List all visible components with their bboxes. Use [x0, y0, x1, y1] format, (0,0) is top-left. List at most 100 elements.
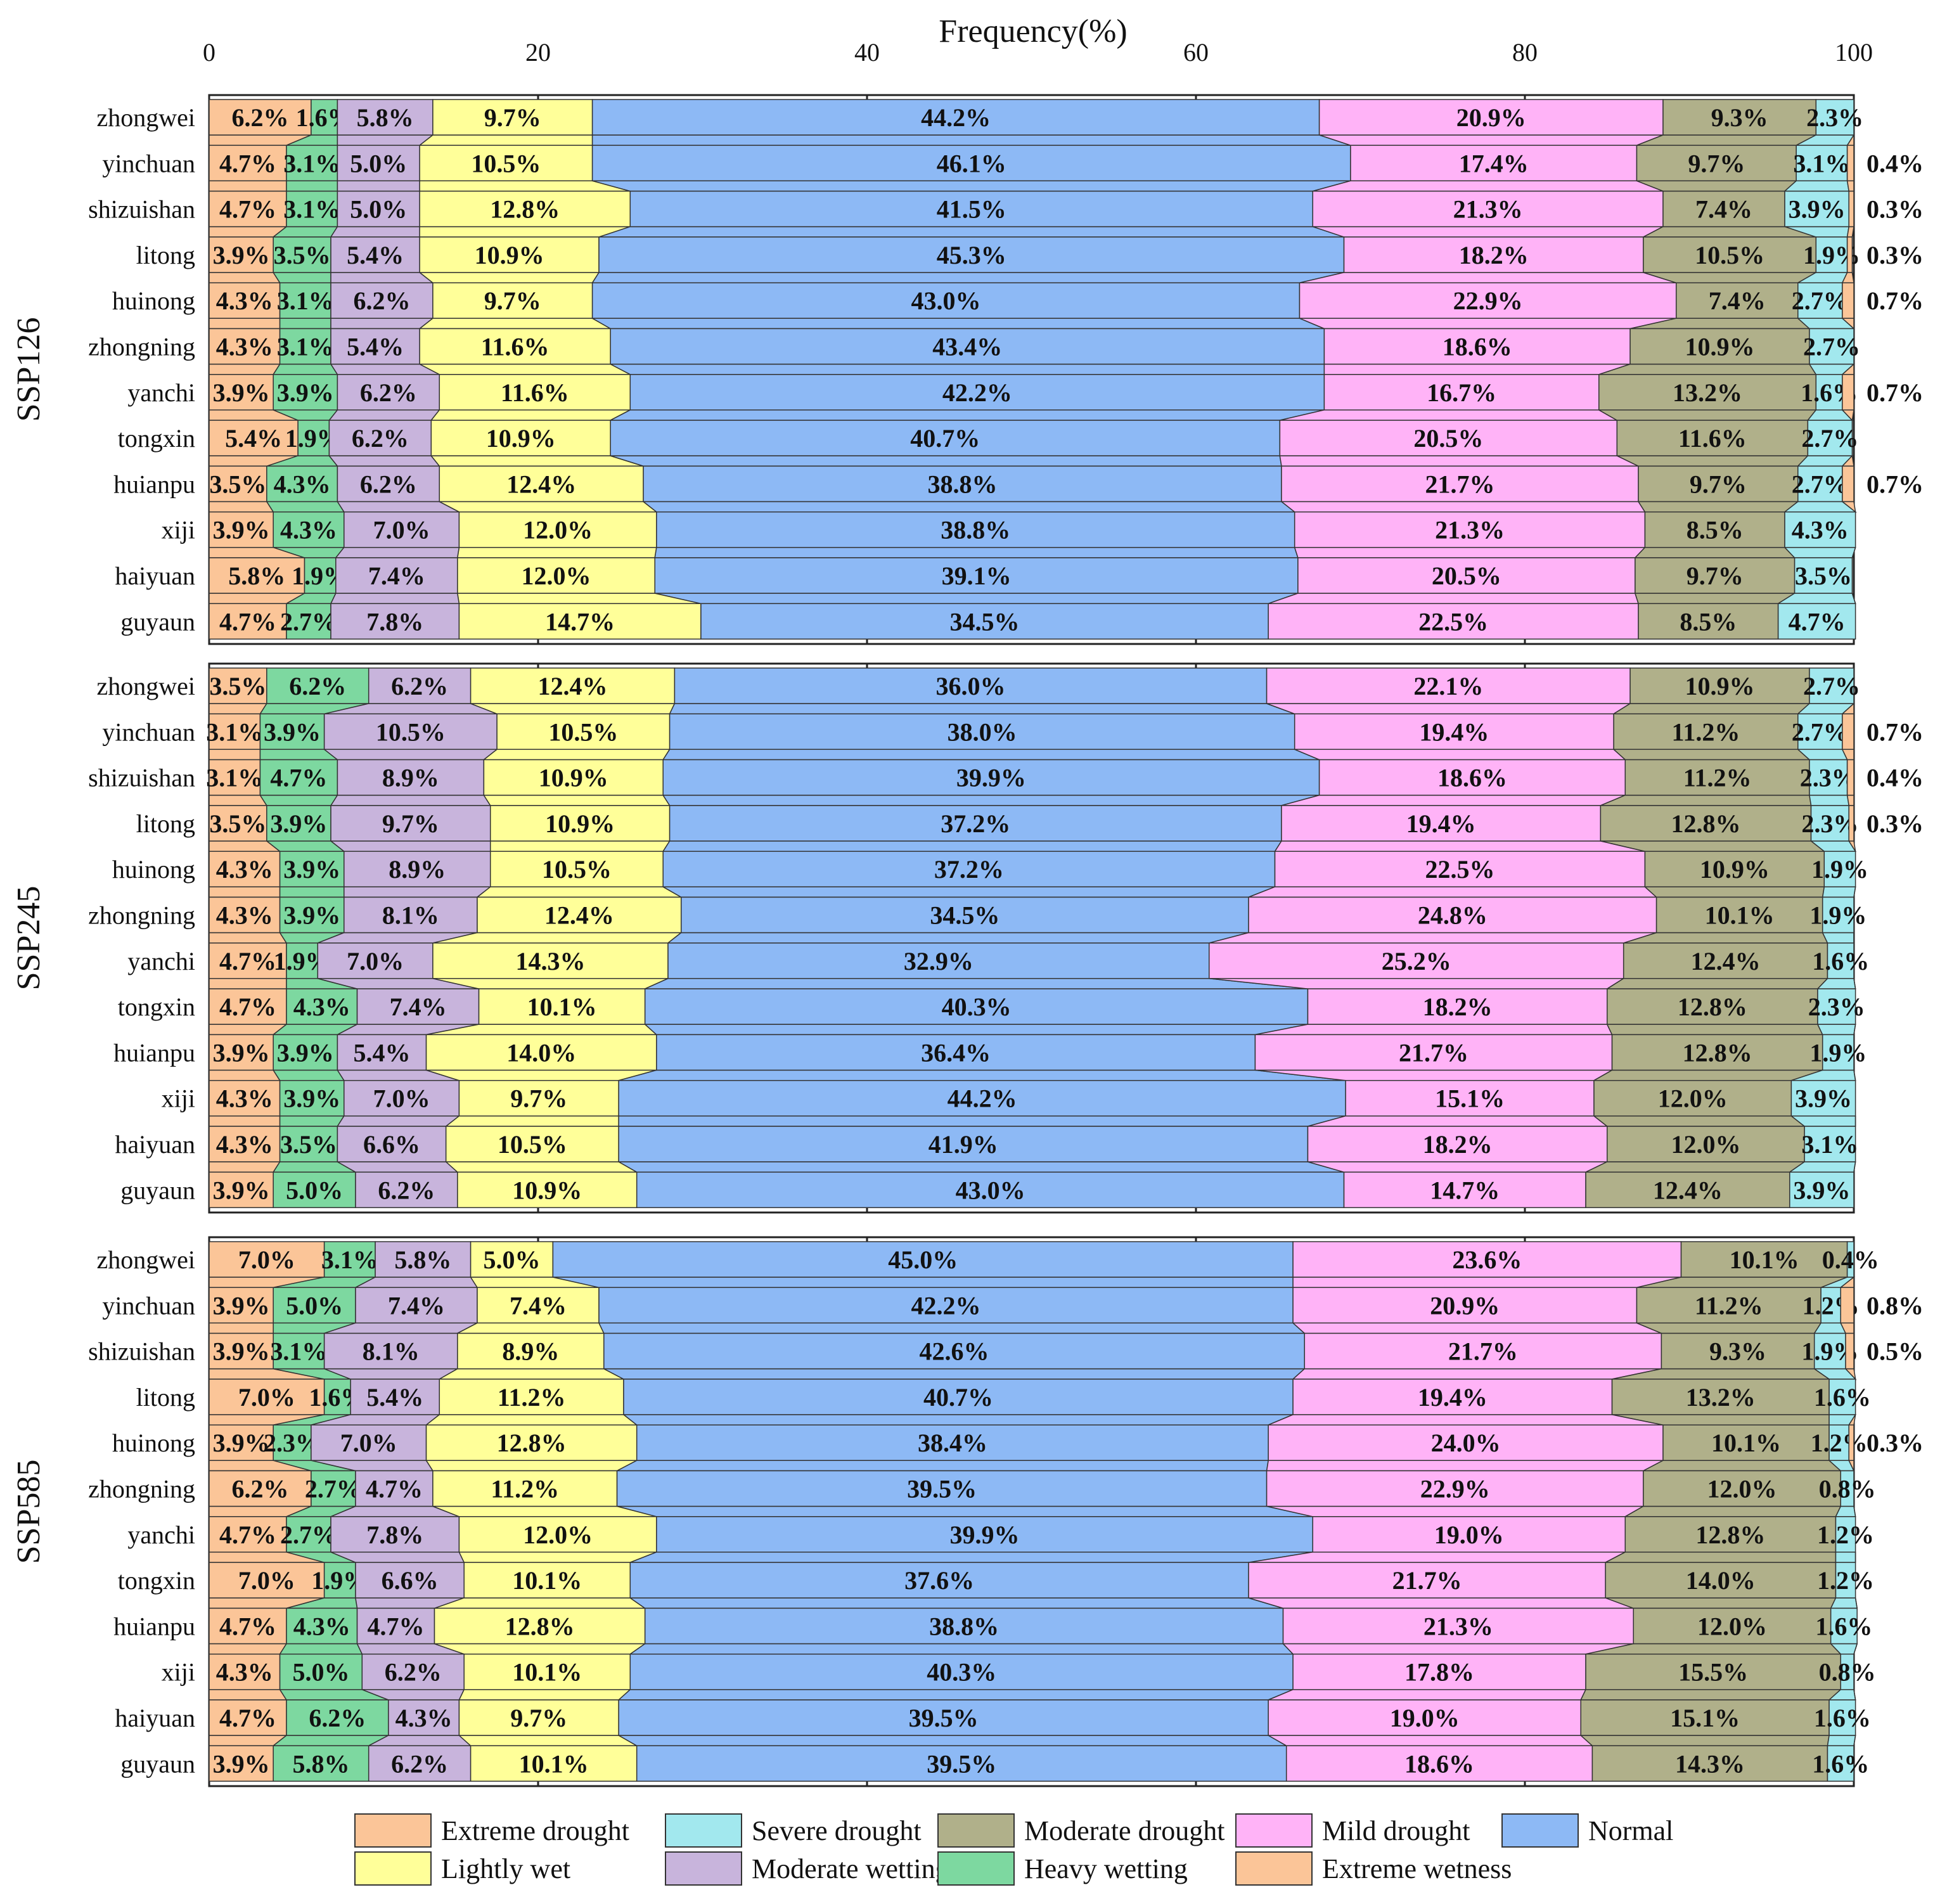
data-label: 25.2% [1382, 947, 1451, 975]
data-label: 10.1% [519, 1749, 589, 1778]
connector-heavy-wetting [266, 501, 345, 513]
data-label: 11.2% [1683, 764, 1752, 792]
connector-severe-drought [1835, 1552, 1856, 1563]
bar-segment-extreme-drought [1840, 1287, 1854, 1324]
connector-moderate-drought [1606, 1024, 1823, 1036]
connector-extreme-wetness [209, 501, 274, 513]
data-label: 17.4% [1459, 149, 1529, 177]
data-label: 2.7% [305, 1475, 362, 1503]
data-label: 6.2% [378, 1176, 435, 1204]
connector-mild-drought [1282, 1643, 1634, 1655]
bar-segment-heavy-wetting [286, 988, 358, 1025]
connector-normal [628, 1597, 1283, 1609]
bar-segment-extreme-wetness [209, 1241, 325, 1278]
data-label: 10.5% [542, 855, 612, 884]
data-label: 36.0% [935, 672, 1005, 700]
bar-segment-severe-drought [1813, 1332, 1846, 1370]
connector-moderate-drought [1600, 794, 1812, 806]
connector-normal [610, 409, 1325, 421]
bar-segment-moderate-drought [1593, 1079, 1792, 1117]
category-label: yanchi [127, 378, 195, 407]
connector-moderate-wetting [330, 1552, 465, 1563]
bar-segment-moderate-wetting [337, 759, 485, 796]
data-label: 5.8% [292, 1749, 349, 1778]
legend-item: Severe drought [665, 1813, 922, 1848]
bar-segment-mild-drought [1318, 759, 1626, 796]
bar-row-litong: litong 7.0% 1.6% 5.4% 11.2% 40.7% 19.4% 13.2% 1.… [136, 1379, 1871, 1415]
bar-segment-severe-drought [1815, 236, 1848, 273]
bar-segment-severe-drought [1809, 328, 1854, 365]
data-label: 10.9% [1685, 333, 1755, 361]
bar-segment-extreme-wetness [209, 190, 287, 228]
bar-segment-mild-drought [1281, 465, 1639, 503]
connector-moderate-drought [1616, 455, 1809, 467]
data-label: 20.5% [1432, 562, 1501, 590]
data-label: 6.2% [391, 1749, 448, 1778]
bar-segment-heavy-wetting [273, 1424, 312, 1461]
bar-segment-mild-drought [1281, 805, 1602, 842]
category-label: litong [136, 241, 195, 269]
bar-row-shizuishan: shizuishan 3.9% 3.1% 8.1% 8.9% 42.6% 21.7% 9.3%… [88, 1332, 1924, 1370]
connector-normal [553, 1277, 1294, 1289]
bar-segment-moderate-wetting [344, 851, 491, 887]
bar-segment-extreme-drought [1842, 374, 1854, 411]
bar-segment-mild-drought [1297, 557, 1636, 594]
connector-extreme-wetness [209, 794, 268, 806]
data-label: 9.3% [1711, 103, 1768, 132]
connector-moderate-drought [1643, 886, 1825, 898]
bar-segment-severe-drought [1796, 145, 1848, 182]
connector-mild-drought [1292, 1277, 1681, 1289]
connector-mild-drought [1248, 1597, 1634, 1609]
data-label: 16.7% [1427, 378, 1496, 407]
bar-segment-moderate-drought [1636, 1287, 1822, 1324]
data-label: 21.7% [1392, 1566, 1462, 1595]
legend-label: Mild drought [1322, 1815, 1470, 1846]
data-label: 5.8% [394, 1245, 451, 1274]
data-label: 19.0% [1434, 1521, 1504, 1549]
data-label: 3.9% [283, 901, 340, 930]
bar-segment-moderate-drought [1662, 190, 1785, 228]
data-label: 19.4% [1406, 809, 1476, 838]
bar-segment-lightly-wet [439, 1379, 624, 1415]
bar-segment-severe-drought [1784, 511, 1856, 548]
data-label: 4.7% [219, 1704, 276, 1732]
connector-mild-drought [1266, 1460, 1664, 1472]
bar-row-yinchuan: yinchuan 3.1% 3.9% 10.5% 10.5% 38.0% 19.4% 11.2… [102, 713, 1924, 750]
bar-segment-normal [591, 145, 1351, 182]
data-label: 6.2% [309, 1704, 366, 1732]
connector-moderate-drought [1605, 978, 1829, 989]
connector-mild-drought [1280, 409, 1619, 421]
legend-swatch [937, 1813, 1015, 1848]
bar-segment-extreme-wetness [209, 1470, 312, 1507]
connector-extreme-wetness [209, 1322, 274, 1334]
data-label: 42.2% [942, 378, 1012, 407]
bar-row-tongxin: tongxin 7.0% 1.9% 6.6% 10.1% 37.6% 21.7% 14.0% 1… [118, 1562, 1874, 1598]
bar-segment-normal [669, 805, 1282, 842]
data-label: 2.7% [280, 607, 337, 636]
data-label: 11.2% [1672, 717, 1740, 746]
connector-lightly-wet [439, 501, 659, 513]
x-tick-label: 100 [1835, 38, 1873, 67]
bar-segment-extreme-drought [1846, 759, 1854, 796]
data-label: 5.0% [350, 195, 407, 224]
data-label: 4.3% [216, 901, 273, 930]
bar-segment-severe-drought [1827, 1745, 1854, 1782]
connector-severe-drought [1783, 546, 1856, 558]
connector-moderate-drought [1636, 1322, 1822, 1334]
category-label: zhongning [88, 901, 195, 930]
bar-segment-lightly-wet [434, 1607, 646, 1645]
data-label: 18.2% [1423, 1130, 1493, 1159]
category-label: shizuishan [88, 195, 195, 224]
data-label: 12.0% [522, 562, 591, 590]
legend-swatch [354, 1813, 432, 1848]
connector-mild-drought [1281, 794, 1626, 806]
data-label: 8.9% [382, 764, 439, 792]
bar-segment-lightly-wet [430, 420, 611, 456]
data-label: 9.7% [1690, 470, 1747, 498]
legend-item: Moderate wetting [665, 1851, 949, 1886]
data-label: 21.7% [1399, 1038, 1468, 1067]
connector-moderate-wetting [335, 546, 460, 558]
data-label: 6.6% [382, 1566, 439, 1595]
data-label: 3.1% [206, 717, 263, 746]
category-label: yanchi [127, 1521, 195, 1549]
